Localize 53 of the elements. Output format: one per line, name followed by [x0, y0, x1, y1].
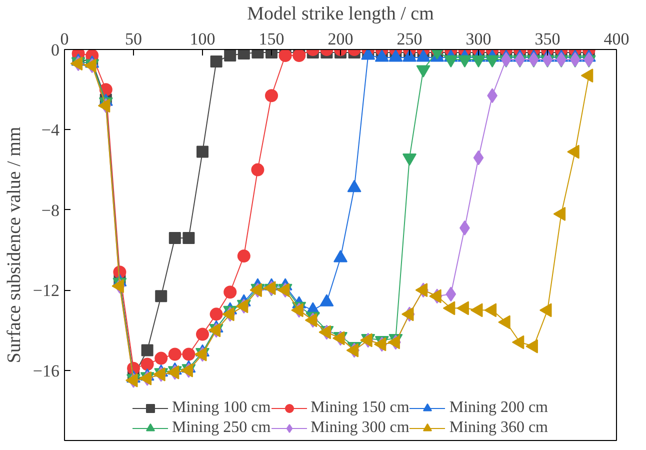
point	[196, 146, 208, 158]
legend-label: Mining 100 cm	[172, 399, 271, 417]
point	[182, 348, 196, 361]
point	[182, 232, 195, 244]
x-tick-label: 350	[534, 30, 560, 48]
x-axis-title: Model strike length / cm	[247, 4, 434, 24]
point	[155, 290, 168, 302]
legend-label: Mining 250 cm	[172, 419, 271, 437]
point	[278, 50, 292, 62]
point	[542, 52, 553, 68]
point	[141, 344, 154, 356]
point	[514, 52, 526, 68]
point	[500, 52, 512, 68]
x-tick-label: 200	[328, 30, 354, 48]
point	[402, 154, 416, 166]
y-tick-label: −16	[32, 361, 60, 380]
point	[292, 50, 306, 62]
x-tick-label: 300	[466, 30, 492, 48]
point	[473, 150, 484, 166]
point	[458, 55, 472, 68]
legend-label: Mining 200 cm	[449, 399, 548, 417]
y-tick-label: −8	[41, 200, 60, 220]
y-tick-label: −12	[32, 281, 60, 300]
point	[485, 55, 500, 68]
point	[237, 250, 250, 263]
legend-label: Mining 360 cm	[449, 419, 548, 437]
point	[570, 52, 580, 68]
y-axis-title: Surface subsidence value / mm	[4, 126, 25, 364]
point	[210, 308, 223, 321]
x-tick-label: 100	[190, 30, 216, 48]
x-tick-label: 400	[604, 30, 630, 48]
point	[584, 52, 594, 68]
point	[446, 286, 456, 302]
point	[168, 348, 182, 361]
x-tick-label: 150	[258, 30, 284, 48]
point	[265, 89, 278, 102]
y-tick-label: −4	[41, 120, 60, 140]
x-tick-label: 250	[396, 30, 422, 48]
point	[196, 328, 209, 341]
point	[154, 352, 168, 365]
point	[416, 65, 430, 78]
point	[224, 50, 236, 62]
point	[251, 163, 264, 176]
legend-label: Mining 150 cm	[310, 399, 410, 417]
point	[168, 232, 181, 244]
legend-label: Mining 300 cm	[310, 419, 410, 437]
point	[210, 56, 222, 68]
point	[472, 55, 486, 68]
point	[238, 50, 250, 60]
point	[140, 358, 154, 371]
point	[224, 286, 237, 299]
x-tick-label: 50	[125, 30, 142, 48]
point	[444, 55, 458, 68]
